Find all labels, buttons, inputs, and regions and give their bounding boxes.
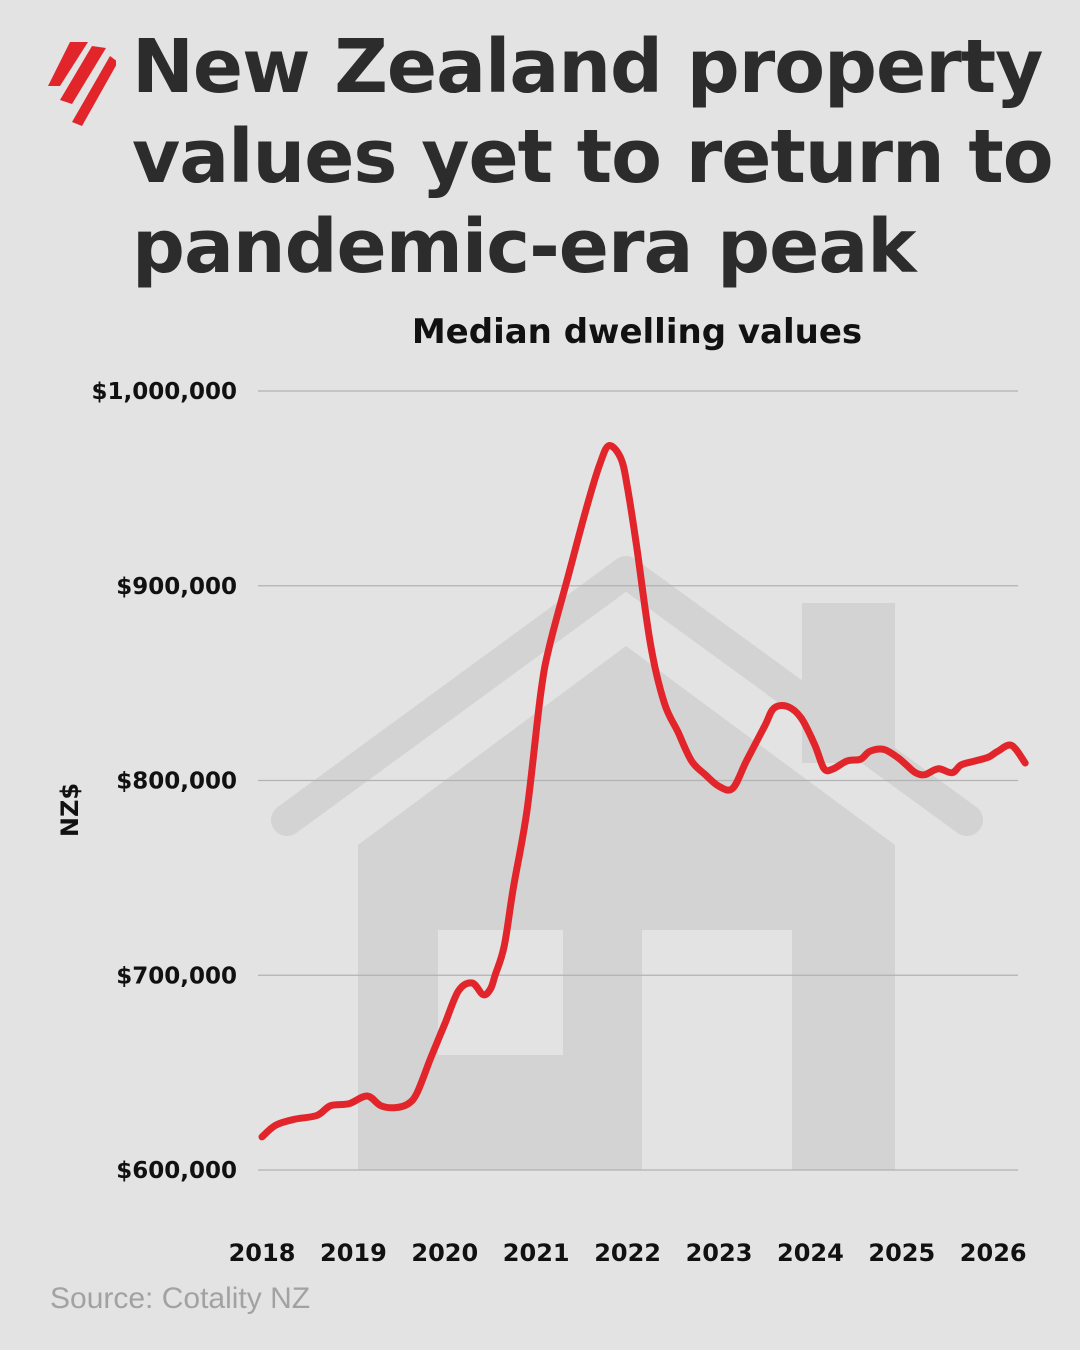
x-tick-label: 2026	[960, 1239, 1027, 1267]
series-group	[258, 442, 1029, 1141]
headline: New Zealand property values yet to retur…	[132, 24, 1054, 290]
x-tick-label: 2018	[229, 1239, 296, 1267]
chart-title: Median dwelling values	[412, 312, 862, 352]
y-tick-label: $800,000	[116, 769, 237, 795]
y-tick-label: $1,000,000	[91, 379, 237, 405]
house-door	[642, 930, 792, 1170]
house-roof-eave	[271, 556, 983, 836]
x-tick-labels: 2018 2019 2020 2021 2022 2023 2024 2025 2026	[229, 1239, 1027, 1267]
x-tick-label: 2019	[320, 1239, 387, 1267]
y-axis-label: NZ$	[56, 783, 84, 837]
house-roof-fill	[358, 646, 895, 845]
x-tick-label: 2021	[503, 1239, 570, 1267]
y-tick-labels: $1,000,000 $900,000 $800,000 $700,000 $600,0…	[91, 379, 237, 1184]
source-note: Source: Cotality NZ	[50, 1282, 311, 1315]
gridlines	[258, 390, 1018, 1171]
x-tick-label: 2023	[686, 1239, 753, 1267]
series-line	[258, 442, 1029, 1141]
x-tick-label: 2022	[594, 1239, 661, 1267]
y-tick-label: $700,000	[116, 963, 237, 989]
x-tick-label: 2020	[411, 1239, 478, 1267]
x-tick-label: 2025	[868, 1239, 935, 1267]
y-tick-label: $900,000	[116, 574, 237, 600]
house-icon	[271, 556, 983, 1170]
x-tick-label: 2024	[777, 1239, 844, 1267]
sbs-logo-icon	[48, 42, 116, 126]
y-tick-label: $600,000	[116, 1158, 237, 1184]
